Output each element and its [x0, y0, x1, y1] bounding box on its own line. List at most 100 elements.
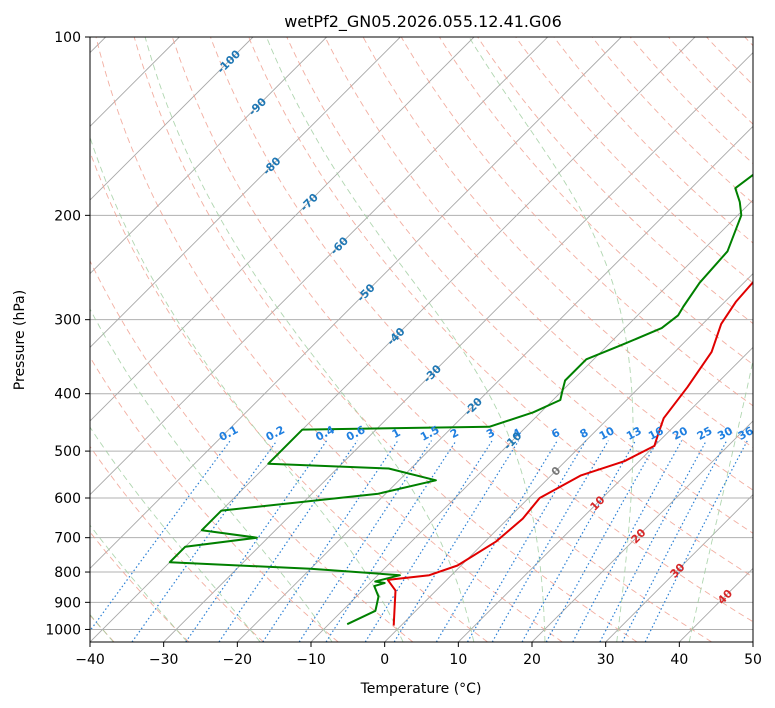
isotherm-line — [310, 199, 753, 642]
isotherm-label: -20 — [462, 395, 485, 418]
moist-adiabat — [90, 308, 333, 642]
moist-adiabat — [144, 37, 475, 642]
mixing-ratio-label: 25 — [695, 424, 715, 443]
isotherm-label: 0 — [549, 464, 564, 479]
x-tick-label: 20 — [523, 652, 541, 668]
isotherm-line — [90, 37, 254, 201]
isotherm-line — [163, 52, 753, 642]
dry-adiabat — [90, 531, 190, 642]
dry-adiabat — [95, 37, 563, 642]
mixing-ratio-line — [491, 440, 609, 642]
isotherm-line — [90, 37, 327, 275]
isotherm-label: -70 — [298, 191, 321, 214]
mixing-ratio-line — [466, 440, 587, 642]
x-tick-label: −30 — [149, 652, 179, 668]
mixing-ratio-line — [521, 440, 637, 642]
y-tick-label: 400 — [54, 387, 81, 403]
dry-adiabat — [629, 37, 753, 165]
dewpoint-profile-line — [168, 173, 753, 626]
mixing-ratio-label: 6 — [549, 426, 562, 441]
dry-adiabat — [248, 37, 753, 578]
x-tick-label: 50 — [744, 652, 762, 668]
temperature-label: 10 — [588, 493, 608, 513]
isotherm-label: -10 — [501, 429, 524, 452]
x-tick-label: −40 — [75, 652, 105, 668]
dry-adiabat — [591, 37, 753, 204]
dry-adiabat — [400, 37, 753, 407]
isotherm-line — [237, 125, 753, 642]
dry-adiabat — [553, 37, 753, 244]
moist-adiabat — [688, 358, 753, 642]
plot-frame — [89, 36, 754, 643]
isotherm-line — [531, 420, 753, 642]
y-tick-label: 500 — [54, 444, 81, 460]
isotherm-label: -50 — [354, 281, 377, 304]
dry-adiabat — [744, 37, 753, 47]
dry-adiabat — [171, 37, 712, 642]
moist-adiabat — [90, 135, 404, 642]
mixing-ratio-line — [185, 440, 328, 642]
y-tick-label: 300 — [54, 313, 81, 329]
temperature-label: 40 — [715, 587, 735, 607]
mixing-ratio-line — [621, 440, 728, 642]
dry-adiabat — [90, 150, 488, 642]
mixing-ratio-line — [262, 440, 399, 642]
mixing-ratio-line — [325, 440, 457, 642]
mixing-ratio-line — [218, 440, 358, 642]
mixing-ratio-line — [393, 440, 520, 642]
mixing-ratio-label: 0.6 — [344, 423, 368, 444]
isotherm-label: -80 — [260, 154, 283, 177]
isotherm-line — [605, 494, 753, 642]
isotherm-line — [90, 37, 548, 496]
chart-title: wetPf2_GN05.2026.055.12.41.G06 — [284, 12, 562, 32]
y-tick-label: 800 — [54, 565, 81, 581]
x-axis-label: Temperature (°C) — [360, 681, 482, 697]
y-axis-label: Pressure (hPa) — [12, 290, 28, 390]
mixing-ratio-label: 0.1 — [217, 423, 240, 444]
dry-adiabat — [324, 37, 753, 491]
mixing-ratio-label: 3 — [484, 426, 497, 441]
dry-adiabat — [515, 37, 753, 284]
dry-adiabat — [210, 37, 753, 623]
x-tick-label: −20 — [223, 652, 253, 668]
moist-adiabat — [468, 37, 634, 642]
dry-adiabat — [668, 37, 753, 125]
dry-adiabat — [90, 259, 414, 642]
temperature-profile-line — [386, 280, 753, 626]
x-tick-label: 10 — [449, 652, 467, 668]
moist-adiabat — [266, 37, 546, 642]
dry-adiabat — [90, 445, 264, 642]
dry-adiabat — [362, 37, 753, 449]
isotherm-line — [752, 641, 753, 642]
mixing-ratio-line — [364, 440, 493, 642]
data-lines-layer — [168, 173, 753, 626]
y-tick-label: 700 — [54, 531, 81, 547]
mixing-ratio-label: 10 — [597, 424, 617, 443]
isotherm-line — [90, 37, 475, 422]
y-tick-label: 900 — [54, 595, 81, 611]
y-tick-label: 1000 — [45, 622, 81, 638]
temperature-label: 20 — [629, 526, 649, 546]
isotherm-line — [679, 567, 753, 642]
isotherm-label: -90 — [246, 95, 269, 118]
x-tick-label: −10 — [296, 652, 326, 668]
mixing-ratio-line — [131, 440, 278, 642]
y-tick-label: 100 — [54, 30, 81, 46]
moist-adiabat — [90, 426, 261, 642]
mixing-ratio-line — [90, 440, 231, 632]
mixing-ratio-line — [644, 440, 748, 642]
isotherm-line — [384, 273, 753, 642]
isotherm-label: -60 — [328, 234, 351, 257]
isotherm-line — [90, 37, 622, 569]
y-tick-label: 600 — [54, 491, 81, 507]
ticks-layer: −40 −30 −20 −10 0 10 20 30 40 5010020030040050060… — [45, 30, 762, 668]
x-tick-label: 0 — [380, 652, 389, 668]
mixing-ratio-label: 30 — [715, 424, 735, 443]
isotherm-label: -100 — [215, 47, 244, 76]
dry-adiabat — [90, 356, 339, 642]
dry-adiabat — [477, 37, 753, 325]
mixing-ratio-label: 36 — [736, 424, 756, 443]
mixing-ratio-label: 0.4 — [313, 423, 337, 444]
y-tick-label: 200 — [54, 208, 81, 224]
